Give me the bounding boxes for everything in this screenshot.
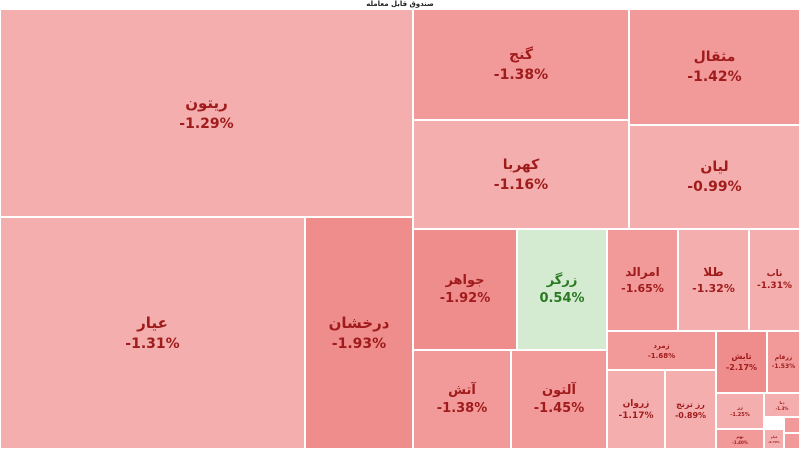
- tile-name: ناب: [766, 269, 783, 279]
- tile-change: -1.25%: [730, 411, 750, 418]
- treemap-tile[interactable]: گنج -1.38%: [413, 9, 629, 120]
- tile-change: -1.3%: [775, 405, 789, 411]
- treemap-tile[interactable]: امرالد -1.65%: [607, 229, 678, 331]
- treemap-tile[interactable]: طلا -1.32%: [678, 229, 749, 331]
- treemap-tile[interactable]: مثقال -1.42%: [629, 9, 800, 125]
- tile-change: -0.79%: [768, 439, 780, 444]
- treemap-tile[interactable]: لیان -0.99%: [629, 125, 800, 229]
- treemap-tile[interactable]: زر -1.25%: [716, 393, 764, 429]
- tile-name: تابش: [731, 352, 752, 361]
- tile-name: گنج: [509, 46, 533, 63]
- tile-change: -0.99%: [687, 179, 742, 195]
- treemap-tile[interactable]: آتش -1.38%: [413, 350, 511, 449]
- tile-name: طلا: [703, 265, 724, 279]
- tile-name: رز ترنج: [676, 399, 705, 409]
- tile-name: درخشان: [328, 314, 390, 332]
- tile-name: آلتون: [542, 383, 576, 398]
- treemap-tile[interactable]: کهربا -1.16%: [413, 120, 629, 229]
- tile-name: قیام: [770, 434, 778, 439]
- tile-change: -1.45%: [533, 401, 585, 416]
- tile-change: 0.54%: [539, 291, 585, 306]
- treemap-tile[interactable]: رز ترنج -0.89%: [665, 370, 716, 449]
- treemap-tile[interactable]: جواهر -1.92%: [413, 229, 517, 350]
- tile-change: -1.65%: [621, 282, 664, 295]
- treemap-tile[interactable]: زمرد -1.68%: [607, 331, 716, 370]
- treemap-tile[interactable]: [784, 417, 800, 433]
- tile-change: -1.68%: [647, 351, 676, 360]
- tile-name: نهم: [736, 433, 744, 439]
- tile-name: جواهر: [445, 273, 485, 288]
- treemap-tile[interactable]: آلتون -1.45%: [511, 350, 607, 449]
- tile-change: -1.92%: [439, 291, 491, 306]
- tile-name: امرالد: [625, 265, 660, 279]
- tile-name: مثقال: [693, 49, 736, 65]
- treemap-tile[interactable]: تابش -2.17%: [716, 331, 767, 393]
- treemap-tile[interactable]: زرگر 0.54%: [517, 229, 607, 350]
- treemap-tile[interactable]: زرفام -1.53%: [767, 331, 800, 393]
- tile-change: -1.16%: [493, 176, 549, 193]
- treemap: ریتون -1.29% عیار -1.31% درخشان -1.93% گنج -1.3…: [0, 9, 800, 449]
- tile-change: -0.89%: [674, 410, 707, 420]
- treemap-tile[interactable]: نهم -1.40%: [716, 429, 764, 449]
- tile-name: زرفام: [774, 354, 793, 361]
- tile-change: -1.38%: [493, 66, 549, 83]
- chart-title: صندوق قابل معامله: [0, 0, 800, 9]
- tile-name: آتش: [448, 383, 476, 398]
- tile-name: ریتون: [185, 94, 228, 112]
- tile-change: -1.42%: [687, 69, 742, 85]
- tile-change: -1.32%: [692, 282, 735, 295]
- tile-name: زمرد: [653, 341, 670, 350]
- tile-name: عیار: [137, 314, 168, 332]
- tile-change: -1.40%: [732, 439, 748, 445]
- tile-change: -1.93%: [331, 336, 387, 352]
- treemap-tile[interactable]: ناب -1.31%: [749, 229, 800, 331]
- tile-change: -1.53%: [771, 363, 796, 370]
- tile-name: زر: [737, 404, 743, 411]
- tile-change: -1.31%: [125, 336, 180, 352]
- tile-change: -1.31%: [757, 281, 792, 291]
- tile-change: -1.17%: [618, 410, 654, 421]
- tile-change: -1.29%: [179, 116, 234, 132]
- treemap-tile[interactable]: ریتون -1.29%: [0, 9, 413, 217]
- tile-name: زروان: [622, 398, 650, 409]
- tile-name: لیان: [700, 159, 729, 175]
- treemap-tile[interactable]: [784, 433, 800, 449]
- treemap-tile[interactable]: عیار -1.31%: [0, 217, 305, 449]
- treemap-tile[interactable]: زروان -1.17%: [607, 370, 665, 449]
- tile-name: کهربا: [502, 156, 540, 173]
- tile-name: زرگر: [546, 273, 578, 288]
- treemap-tile[interactable]: درخشان -1.93%: [305, 217, 413, 449]
- tile-name: دنا: [779, 399, 785, 405]
- treemap-tile[interactable]: دنا -1.3%: [764, 393, 800, 417]
- tile-change: -2.17%: [725, 363, 758, 372]
- treemap-tile[interactable]: قیام -0.79%: [764, 429, 784, 449]
- tile-change: -1.38%: [436, 401, 488, 416]
